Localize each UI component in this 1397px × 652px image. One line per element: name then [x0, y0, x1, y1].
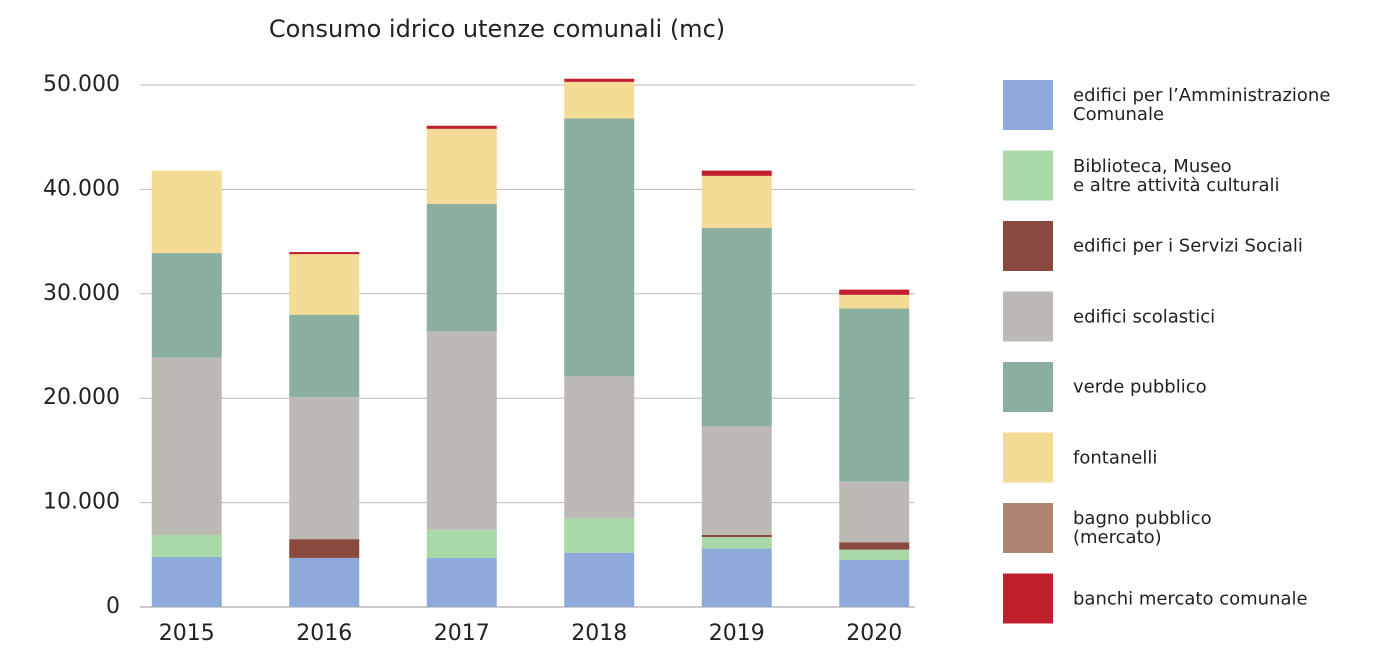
bar-segment — [426, 128, 497, 205]
bar-segment — [426, 529, 497, 558]
legend-swatch — [1003, 432, 1053, 483]
y-tick-label: 50.000 — [43, 72, 120, 97]
legend-swatch — [1003, 573, 1053, 624]
y-tick-label: 0 — [106, 594, 120, 619]
bar-segment — [701, 426, 772, 535]
x-tick-label: 2017 — [434, 621, 490, 646]
x-tick-label: 2018 — [571, 621, 627, 646]
legend-label: edifici scolastici — [1073, 306, 1216, 327]
x-tick-label: 2016 — [296, 621, 352, 646]
bar-segment — [426, 125, 497, 129]
bar-segment — [151, 170, 222, 254]
y-tick-label: 40.000 — [43, 176, 120, 201]
bar-segment — [701, 170, 772, 176]
chart-title: Consumo idrico utenze comunali (mc) — [269, 15, 725, 43]
legend-label: banchi mercato comunale — [1073, 588, 1308, 609]
bar-segment — [426, 557, 497, 607]
bar-segment — [151, 556, 222, 607]
bar-segment — [426, 331, 497, 530]
bar-segment — [564, 118, 635, 377]
bar-segment — [289, 254, 360, 315]
y-tick-label: 20.000 — [43, 385, 120, 410]
bar-segment — [289, 557, 360, 607]
legend-swatch — [1003, 362, 1053, 412]
bar-segment — [839, 481, 910, 543]
legend-swatch — [1003, 80, 1053, 130]
bar-segment — [289, 314, 360, 398]
bar-segment — [564, 376, 635, 519]
y-tick-label: 30.000 — [43, 281, 120, 306]
legend-label: edifici per l’Amministrazione Comunale — [1073, 85, 1331, 125]
bar-segment — [701, 175, 772, 229]
bar-segment — [151, 534, 222, 557]
bar-segment — [839, 308, 910, 482]
bar-segment — [701, 548, 772, 607]
bar-segment — [839, 549, 910, 561]
bar-segment — [289, 252, 360, 255]
bar-segment — [426, 204, 497, 332]
legend-label: edifici per i Servizi Sociali — [1073, 235, 1303, 257]
legend-label: verde pubblico — [1073, 376, 1207, 398]
legend-swatch — [1003, 291, 1053, 342]
legend-swatch — [1003, 503, 1053, 553]
bar-segment — [839, 542, 910, 550]
x-tick-label: 2015 — [159, 621, 215, 646]
legend-label: fontanelli — [1073, 447, 1158, 468]
x-tick-label: 2019 — [709, 621, 765, 646]
legend-swatch — [1003, 150, 1053, 201]
bar-segment — [564, 518, 635, 553]
x-tick-label: 2020 — [846, 621, 902, 646]
bar-segment — [151, 253, 222, 358]
bar-segment — [289, 539, 360, 558]
y-tick-label: 10.000 — [43, 490, 120, 515]
bar-segment — [701, 228, 772, 427]
bar-segment — [701, 534, 772, 538]
bar-segment — [151, 357, 222, 535]
bar-segment — [289, 397, 360, 540]
bar-segment — [564, 81, 635, 119]
bar-segment — [564, 552, 635, 607]
bar-segment — [701, 537, 772, 549]
bar-segment — [839, 289, 910, 295]
legend-label: Biblioteca, Museo e altre attività cultu… — [1073, 155, 1280, 196]
bar-segment — [839, 560, 910, 607]
bar-segment — [564, 78, 635, 82]
legend-swatch — [1003, 221, 1053, 271]
legend-label: bagno pubblico (mercato) — [1073, 508, 1212, 548]
bar-segment — [839, 294, 910, 309]
